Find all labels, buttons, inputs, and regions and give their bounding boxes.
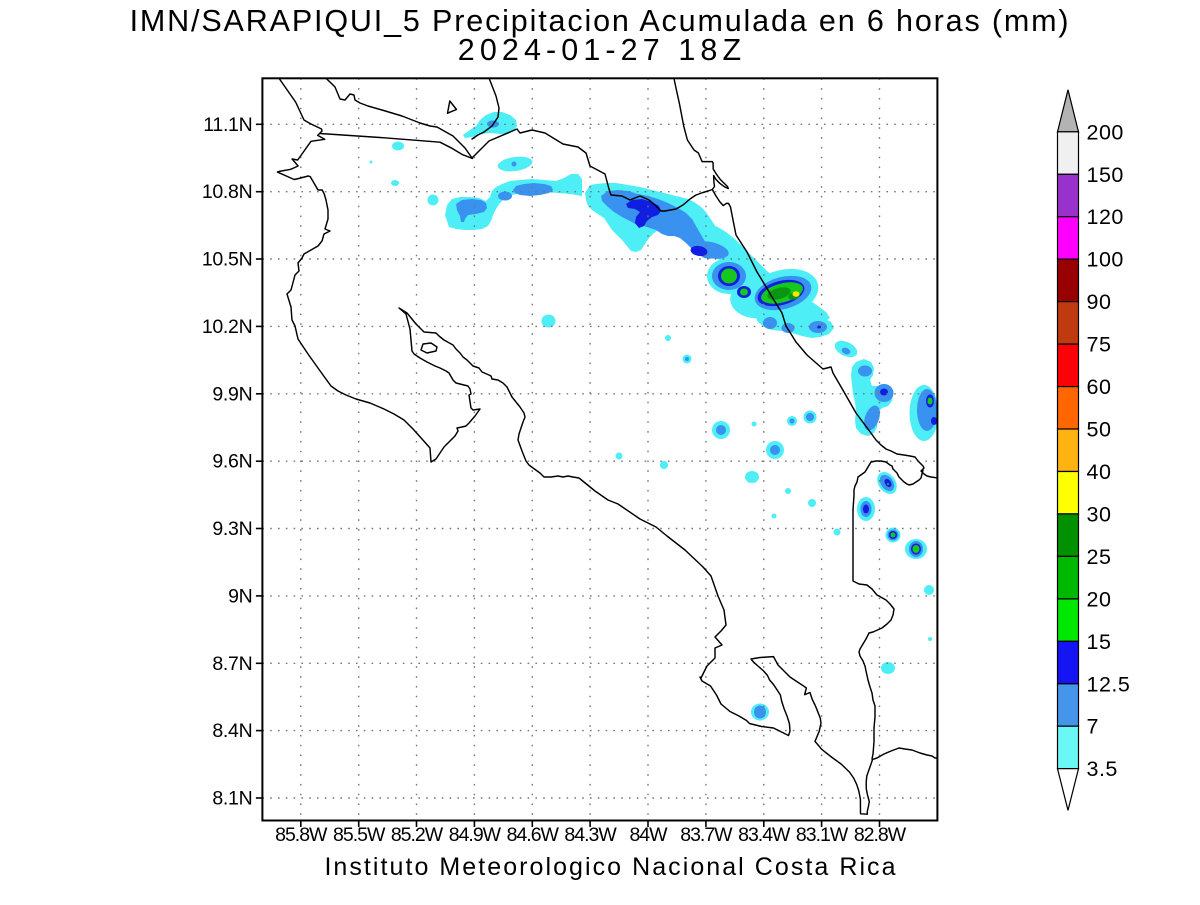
svg-text:8.1N: 8.1N	[212, 788, 252, 810]
svg-text:9.9N: 9.9N	[212, 383, 252, 405]
svg-text:2024-01-27 18Z: 2024-01-27 18Z	[458, 33, 746, 67]
svg-text:20: 20	[1087, 587, 1112, 611]
svg-text:75: 75	[1087, 333, 1112, 357]
svg-text:60: 60	[1087, 375, 1112, 399]
svg-text:3.5: 3.5	[1087, 757, 1118, 781]
svg-text:200: 200	[1087, 120, 1124, 144]
svg-text:11.1N: 11.1N	[203, 114, 252, 136]
svg-text:8.4N: 8.4N	[212, 720, 252, 742]
svg-text:Instituto Meteorologico Nacion: Instituto Meteorologico Nacional Costa R…	[324, 853, 897, 881]
svg-text:40: 40	[1087, 460, 1112, 484]
svg-text:82.8W: 82.8W	[854, 824, 907, 846]
svg-text:IMN/SARAPIQUI_5 Precipitacion: IMN/SARAPIQUI_5 Precipitacion Acumulada …	[130, 4, 1071, 38]
svg-text:8.7N: 8.7N	[212, 653, 252, 675]
svg-text:9.6N: 9.6N	[212, 451, 252, 473]
svg-text:10.2N: 10.2N	[202, 316, 253, 338]
svg-text:30: 30	[1087, 502, 1112, 526]
svg-text:9N: 9N	[228, 585, 252, 607]
svg-text:85.5W: 85.5W	[333, 824, 386, 846]
svg-text:10.8N: 10.8N	[202, 181, 253, 203]
svg-text:25: 25	[1087, 545, 1112, 569]
svg-text:85.2W: 85.2W	[391, 824, 444, 846]
svg-text:83.4W: 83.4W	[738, 824, 791, 846]
svg-text:83.7W: 83.7W	[680, 824, 733, 846]
svg-text:15: 15	[1087, 630, 1112, 654]
svg-text:50: 50	[1087, 418, 1112, 442]
svg-text:83.1W: 83.1W	[796, 824, 849, 846]
svg-text:84.6W: 84.6W	[507, 824, 560, 846]
svg-text:100: 100	[1087, 248, 1124, 272]
svg-text:10.5N: 10.5N	[202, 249, 253, 271]
svg-text:120: 120	[1087, 205, 1124, 229]
svg-text:90: 90	[1087, 290, 1112, 314]
svg-text:84.9W: 84.9W	[449, 824, 502, 846]
svg-text:9.3N: 9.3N	[212, 518, 252, 540]
svg-text:150: 150	[1087, 163, 1124, 187]
svg-text:84.3W: 84.3W	[564, 824, 617, 846]
svg-text:85.8W: 85.8W	[275, 824, 328, 846]
svg-text:12.5: 12.5	[1087, 672, 1131, 696]
svg-text:7: 7	[1087, 715, 1099, 739]
svg-text:84W: 84W	[629, 824, 668, 846]
